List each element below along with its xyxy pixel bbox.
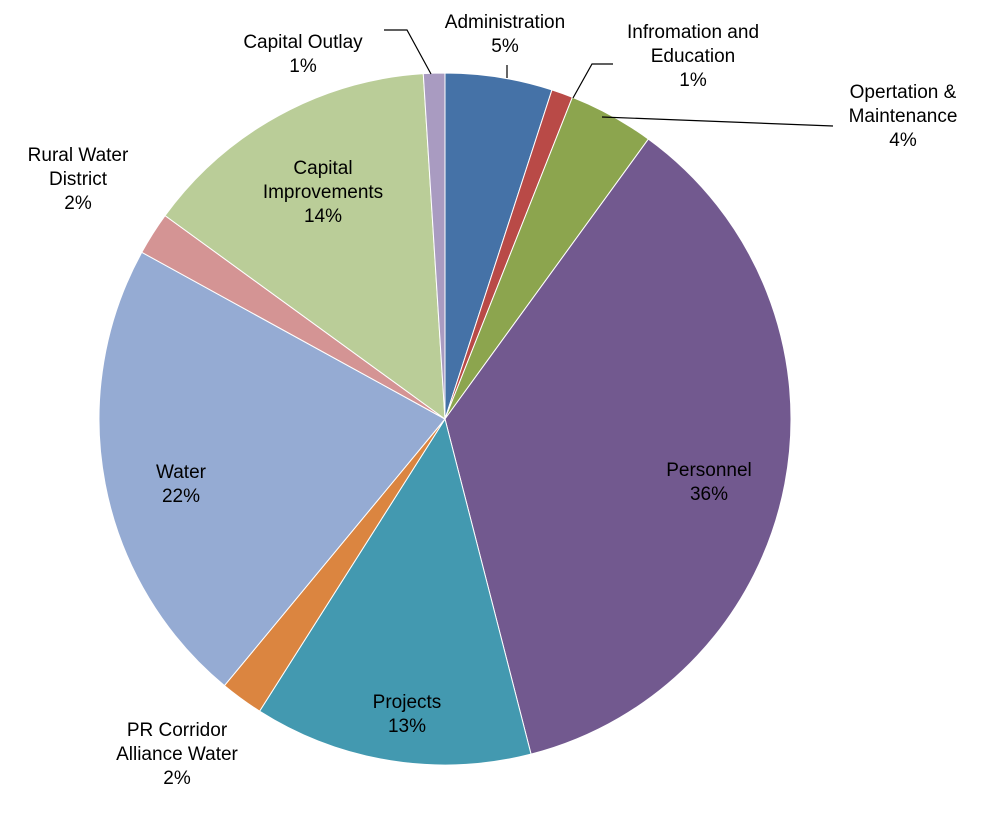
slice-label: Infromation and Education 1%: [626, 21, 761, 93]
value-label: 13%: [387, 716, 427, 737]
category-label: Projects: [372, 692, 442, 713]
category-label: Rural Water District: [27, 145, 129, 190]
category-label: Infromation and Education: [626, 22, 760, 67]
value-label: 4%: [889, 130, 917, 151]
category-label: PR Corridor Alliance Water: [116, 720, 238, 765]
slices: [98, 72, 792, 766]
value-label: 2%: [163, 768, 191, 789]
slice-label: Water 22%: [121, 461, 241, 509]
value-label: 1%: [679, 70, 707, 91]
pie-slice: [444, 138, 792, 755]
pie-slice: [98, 251, 446, 687]
value-label: 22%: [161, 486, 201, 507]
pie-slice: [422, 72, 446, 420]
slice-label: Capital Outlay 1%: [213, 31, 393, 79]
category-label: Opertation & Maintenance: [848, 82, 958, 127]
leader-line: [384, 29, 432, 75]
slice-label: PR Corridor Alliance Water 2%: [107, 719, 247, 791]
pie-slice: [258, 417, 532, 766]
category-label: Personnel: [666, 460, 752, 481]
value-label: 14%: [303, 206, 343, 227]
pie-slice: [164, 73, 446, 421]
slice-label: Rural Water District 2%: [13, 144, 143, 216]
leader-line: [572, 63, 613, 99]
category-label: Administration: [444, 12, 566, 33]
slice-label: Personnel 36%: [629, 459, 789, 507]
category-label: Capital Improvements: [262, 158, 384, 203]
slice-label: Projects 13%: [327, 691, 487, 739]
slice-label: Administration 5%: [415, 11, 595, 59]
slice-label: Opertation & Maintenance 4%: [833, 81, 973, 153]
category-label: Water: [156, 462, 206, 483]
slice-label: Capital Improvements 14%: [248, 157, 398, 229]
value-label: 36%: [689, 484, 729, 505]
leader-lines: [384, 29, 834, 127]
value-label: 2%: [64, 193, 92, 214]
value-label: 5%: [491, 36, 519, 57]
leader-line: [601, 116, 834, 127]
value-label: 1%: [289, 56, 317, 77]
category-label: Capital Outlay: [243, 32, 363, 53]
